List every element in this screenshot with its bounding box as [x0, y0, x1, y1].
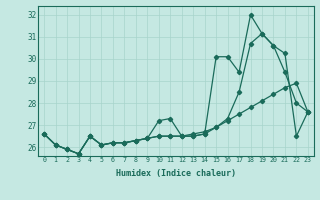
X-axis label: Humidex (Indice chaleur): Humidex (Indice chaleur) [116, 169, 236, 178]
